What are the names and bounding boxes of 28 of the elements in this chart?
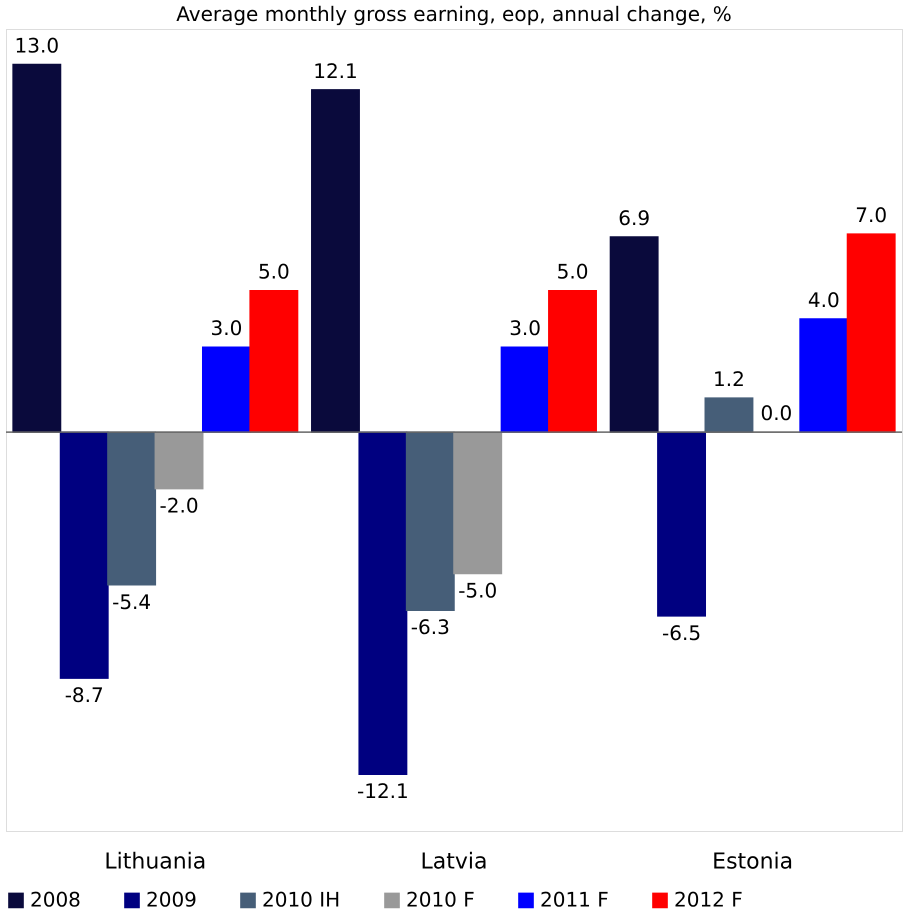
legend-label: 2011 F xyxy=(540,887,609,912)
x-tick-label: Estonia xyxy=(712,850,794,874)
data-label: 5.0 xyxy=(556,260,588,284)
data-label: 5.0 xyxy=(258,260,290,284)
chart-title: Average monthly gross earning, eop, annual change, % xyxy=(176,2,732,26)
legend-label: 2010 IH xyxy=(262,887,340,912)
data-label: -8.7 xyxy=(64,683,104,708)
data-label: -6.3 xyxy=(410,615,450,640)
data-label: 13.0 xyxy=(14,33,60,58)
legend-label: 2009 xyxy=(146,887,197,912)
data-label: -6.5 xyxy=(662,620,702,645)
data-label: -5.4 xyxy=(112,590,152,614)
data-label: 4.0 xyxy=(808,288,840,312)
data-label: 12.1 xyxy=(313,58,358,83)
data-label: -2.0 xyxy=(160,494,199,518)
data-label: 6.9 xyxy=(618,206,650,230)
data-label: 3.0 xyxy=(210,316,242,340)
data-label: -12.1 xyxy=(357,779,409,804)
x-tick-label: Latvia xyxy=(420,850,488,874)
data-label: 3.0 xyxy=(509,316,542,340)
data-label: 1.2 xyxy=(713,367,745,392)
data-label: 0.0 xyxy=(760,401,792,426)
legend-label: 2008 xyxy=(30,887,81,912)
data-label: 7.0 xyxy=(855,203,888,228)
data-label: -5.0 xyxy=(458,578,498,602)
legend-label: 2012 F xyxy=(674,887,743,912)
legend-label: 2010 F xyxy=(406,887,475,912)
x-tick-label: Lithuania xyxy=(104,850,206,874)
